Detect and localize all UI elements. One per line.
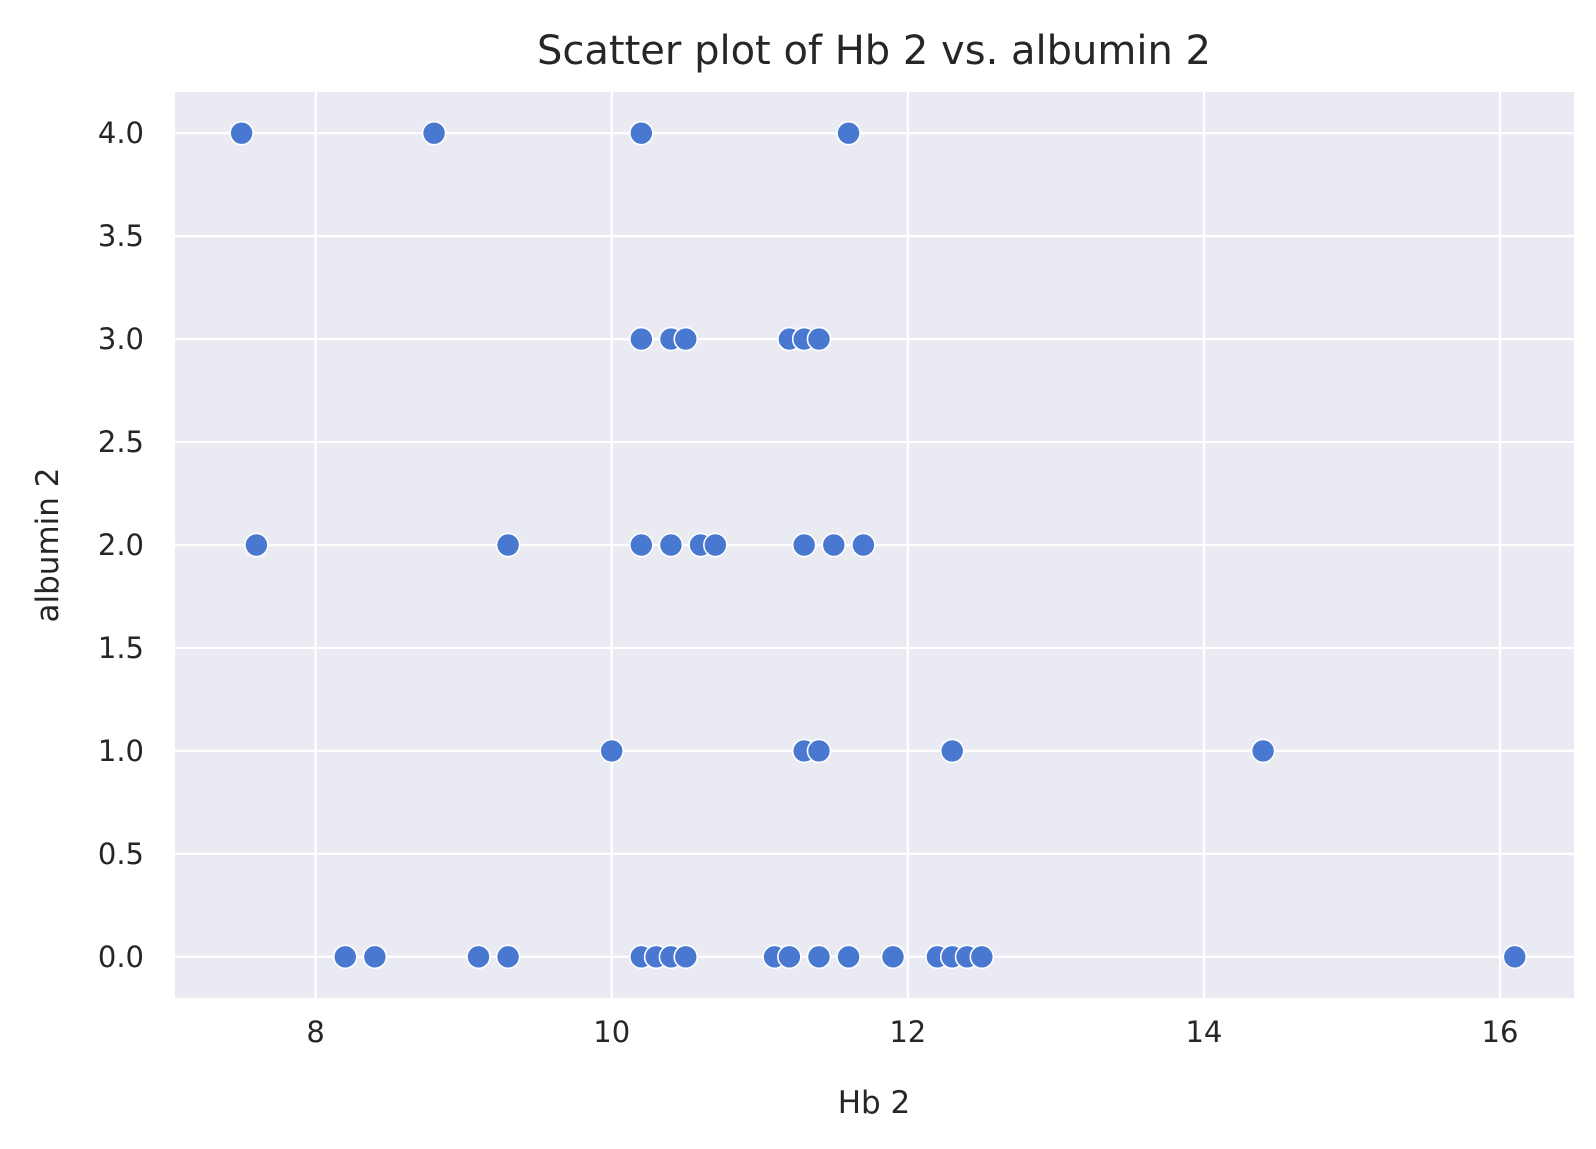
y-tick-label: 3.0 <box>98 322 144 356</box>
grid-lines <box>175 92 1574 998</box>
scatter-points <box>229 120 1528 970</box>
data-point <box>791 532 817 558</box>
x-axis-ticks: 8 10 12 14 16 <box>306 1015 1518 1049</box>
y-tick-label: 1.5 <box>98 631 144 665</box>
data-point <box>629 120 654 146</box>
y-tick-label: 2.0 <box>98 528 144 562</box>
y-tick-label: 1.0 <box>98 734 144 768</box>
y-axis-label: albumin 2 <box>30 468 66 623</box>
data-point <box>880 944 906 970</box>
data-point <box>673 944 699 970</box>
y-tick-label: 3.5 <box>98 219 144 253</box>
data-point <box>421 120 447 146</box>
data-point <box>673 326 699 352</box>
y-tick-label: 0.5 <box>98 837 144 871</box>
data-point <box>1502 944 1528 970</box>
x-axis-label: Hb 2 <box>838 1085 911 1121</box>
data-point <box>821 532 847 558</box>
data-point <box>836 120 861 146</box>
x-tick-label: 16 <box>1482 1015 1519 1049</box>
y-tick-label: 0.0 <box>98 940 144 974</box>
data-point <box>599 738 625 764</box>
data-point <box>466 944 491 970</box>
data-point <box>777 944 802 970</box>
y-tick-label: 2.5 <box>98 425 144 459</box>
x-tick-label: 10 <box>593 1015 630 1049</box>
data-point <box>1250 738 1276 764</box>
data-point <box>703 532 728 558</box>
data-point <box>244 532 269 558</box>
data-point <box>806 944 832 970</box>
x-tick-label: 12 <box>889 1015 926 1049</box>
data-point <box>851 532 876 558</box>
y-tick-label: 4.0 <box>98 116 144 150</box>
data-point <box>362 944 388 970</box>
data-point <box>939 738 965 764</box>
data-point <box>806 738 832 764</box>
data-point <box>658 532 684 558</box>
data-point <box>969 944 995 970</box>
x-tick-label: 14 <box>1185 1015 1222 1049</box>
data-point <box>806 326 832 352</box>
data-point <box>229 120 254 146</box>
data-point <box>836 944 861 970</box>
data-point <box>629 532 654 558</box>
chart-title: Scatter plot of Hb 2 vs. albumin 2 <box>537 28 1211 74</box>
data-point <box>332 944 358 970</box>
data-point <box>495 532 521 558</box>
x-tick-label: 8 <box>306 1015 324 1049</box>
data-point <box>495 944 521 970</box>
data-point <box>629 326 654 352</box>
y-axis-ticks: 0.0 0.5 1.0 1.5 2.0 2.5 3.0 3.5 4.0 <box>98 116 144 974</box>
